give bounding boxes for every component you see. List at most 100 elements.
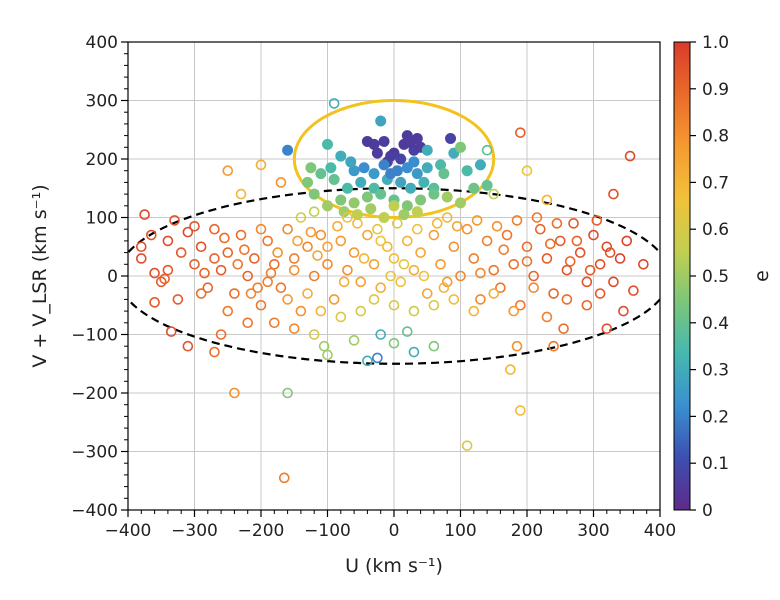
data-point-open [511,340,523,352]
data-point-open [624,150,636,162]
dashed-ellipse [128,187,660,365]
data-point-open [475,294,486,305]
data-point-open [328,98,340,109]
data-point-open [441,276,453,288]
data-point-open [362,229,373,241]
data-point-open [308,270,320,282]
data-point-open [521,256,533,267]
data-point-open [222,247,234,258]
data-point-open [398,258,410,270]
data-point-open [468,305,480,317]
data-point-open [172,294,184,305]
data-point-open [594,258,606,270]
data-point-open [272,247,283,258]
data-point-open [541,253,553,264]
x-tick-label-5: 100 [444,521,476,541]
data-point-open [621,235,633,247]
data-point-open [471,215,483,226]
yellow-ellipse [292,99,496,219]
data-point-filled [428,188,440,200]
data-point-open [488,188,500,200]
data-point-open [488,288,500,299]
data-point-open [368,258,380,270]
data-point-filled [378,212,390,223]
data-point-open [362,355,373,367]
data-point-open [335,311,347,323]
data-point-open [574,247,586,258]
data-point-open [375,282,387,294]
data-point-filled [325,162,337,174]
data-point-filled [355,176,367,188]
data-point-open [315,305,327,317]
data-point-filled [335,194,347,206]
data-point-open [554,235,566,247]
data-point-open [481,235,493,247]
data-point-open [348,335,360,346]
data-point-open [614,253,626,264]
y-tick-label-2: −200 [71,384,118,404]
data-point-open [219,232,230,244]
data-point-open [308,329,320,340]
data-point-open [239,244,250,255]
x-tick-label-2: −200 [238,521,285,541]
data-point-open [278,472,290,484]
reference-ellipses [128,99,660,365]
data-point-open [571,235,583,247]
data-point-open [215,264,227,276]
data-point-open [292,235,303,247]
data-point-open [199,267,210,279]
data-point-open [561,264,573,276]
colorbar-tick-label-2: 0.2 [702,407,729,427]
data-point-filled [421,144,433,156]
data-point-open [441,212,453,223]
data-point-open [438,282,450,294]
data-point-open [591,215,603,226]
data-point-open [495,282,506,294]
data-point-open [528,282,539,294]
data-point-filled [418,176,430,188]
data-point-open [242,270,253,282]
data-point-filled [335,150,347,162]
x-axis-title: U (km s⁻¹) [345,555,443,577]
data-point-open [182,340,194,352]
data-point-open [568,218,579,229]
data-point-open [411,223,423,235]
data-point-open [372,352,383,364]
data-point-filled [358,162,370,174]
data-point-filled [395,176,407,188]
data-point-filled [315,168,327,180]
data-point-open [408,346,420,358]
data-point-open [604,247,616,258]
data-point-open [461,223,473,235]
data-point-open [491,220,503,232]
data-point-filled [378,135,390,147]
data-point-open [209,223,220,235]
data-point-open [155,276,167,288]
data-point-open [245,288,257,299]
data-point-open [288,264,300,276]
colorbar-tick-label-1: 0.1 [702,454,729,474]
data-point-open [288,323,300,334]
data-point-filled [345,156,357,168]
data-point-open [375,235,387,247]
data-point-filled [322,200,333,212]
data-point-open [229,387,240,399]
data-point-filled [455,141,466,153]
data-point-open [508,305,520,317]
data-point-open [375,329,387,340]
data-point-open [338,276,350,288]
data-point-open [149,297,160,308]
data-point-open [481,144,493,156]
data-point-open [249,253,260,264]
data-point-open [295,305,307,317]
data-point-open [408,305,420,317]
y-tick-label-3: −100 [71,326,118,346]
data-point-open [528,270,539,282]
data-point-open [388,337,400,349]
colorbar-tick-label-3: 0.3 [702,361,729,381]
data-point-open [169,215,180,226]
x-tick-label-6: 200 [511,521,543,541]
data-point-filled [361,191,373,203]
data-point-open [195,288,207,299]
data-point-open [282,387,293,399]
